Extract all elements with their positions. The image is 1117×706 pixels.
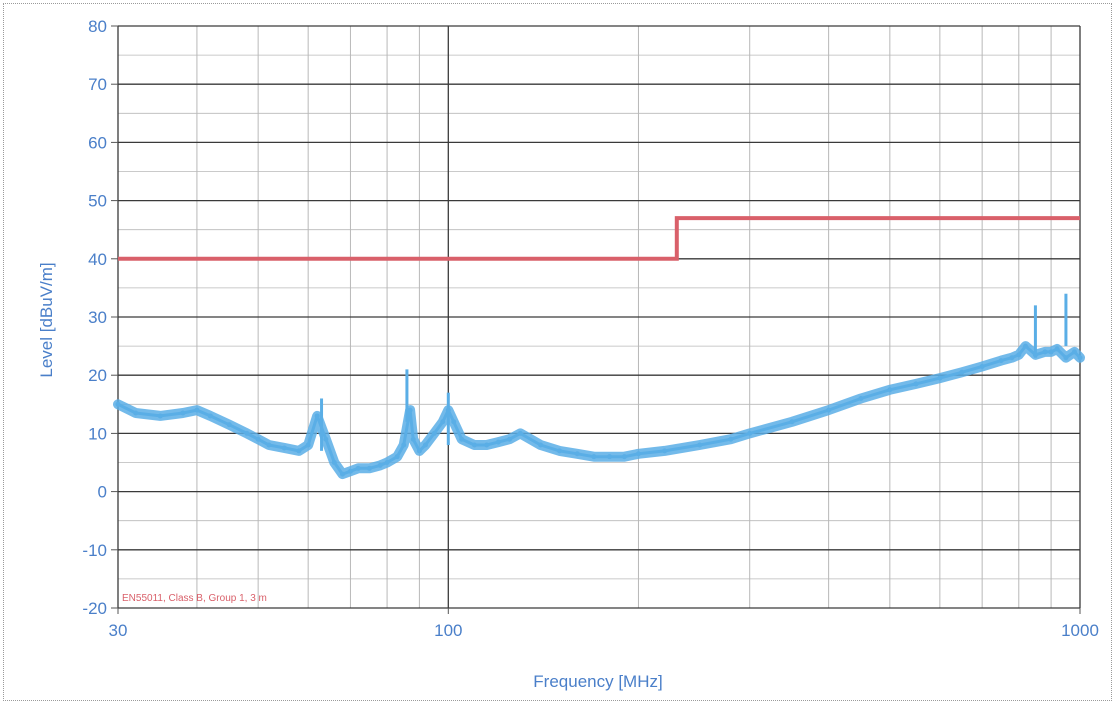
measurement-point (937, 375, 943, 381)
x-axis-ticks: 30 100 1000 (109, 608, 1099, 640)
y-tick-label: -20 (82, 599, 107, 618)
measurement-point (422, 442, 428, 448)
measurement-point (323, 436, 329, 442)
y-tick-label: -10 (82, 541, 107, 560)
measurement-point (384, 460, 390, 465)
y-tick-label: 30 (88, 308, 107, 327)
measurement-point (607, 454, 613, 460)
measurement-point (1054, 346, 1060, 352)
measurement-point (495, 439, 501, 445)
y-tick-label: 80 (88, 17, 107, 36)
measurement-point (538, 442, 544, 448)
measurement-point (1016, 352, 1022, 358)
measurement-point (591, 454, 597, 460)
measurement-point (1042, 349, 1048, 355)
x-tick-label: 100 (434, 621, 462, 640)
measurement-point (557, 448, 563, 454)
measurement-point (305, 442, 311, 448)
measurement-point (266, 442, 272, 448)
measurement-point (979, 363, 985, 369)
measurement-point (574, 451, 580, 457)
measurement-point (355, 465, 361, 471)
measurement-point (207, 413, 213, 419)
measurement-point (401, 442, 407, 448)
measurement-point (826, 407, 832, 413)
measurement-point (407, 407, 413, 413)
y-tick-label: 70 (88, 75, 107, 94)
measurement-point (1071, 349, 1077, 355)
measurement-point (180, 410, 186, 416)
measurement-point (339, 471, 345, 477)
measurement-point (471, 442, 477, 448)
y-tick-label: 10 (88, 424, 107, 443)
measurement-point (410, 436, 416, 442)
measurement-point (244, 430, 250, 436)
measurement-point (959, 369, 965, 375)
measurement-point (635, 451, 641, 457)
measurement-point (440, 419, 446, 425)
measurement-point (296, 448, 302, 454)
measurement-point (1048, 349, 1054, 355)
measurement-point (484, 442, 490, 448)
measurement-point (697, 442, 703, 448)
measurement-point (459, 436, 465, 442)
measurement-point (728, 436, 734, 442)
measurement-point (347, 468, 353, 474)
measurement-point (507, 436, 513, 442)
measurement-point (255, 436, 261, 442)
measurement-point (1009, 355, 1015, 361)
measurement-point (377, 462, 383, 468)
limit-line (118, 216, 1080, 261)
measurement-point (621, 454, 627, 460)
measurement-point (331, 460, 337, 465)
measurement-point (194, 407, 200, 413)
y-tick-label: 50 (88, 192, 107, 211)
y-tick-label: 0 (98, 483, 107, 502)
measurement-point (662, 448, 668, 454)
measurement-point (314, 413, 320, 419)
measurement-point (789, 419, 795, 425)
measurement-point (887, 387, 893, 393)
x-tick-label: 1000 (1061, 621, 1099, 640)
limit-annotation: EN55011, Class B, Group 1, 3 m (122, 593, 267, 604)
measurement-point (998, 358, 1004, 364)
y-axis-ticks: -20 -10 0 10 20 30 40 50 60 70 80 (82, 17, 118, 618)
measurement-point (1063, 355, 1069, 361)
measurement-point (1023, 343, 1029, 349)
measurement-point (431, 430, 437, 436)
measurement-point (394, 454, 400, 460)
series-layer (113, 216, 1085, 480)
measurement-point (281, 445, 287, 451)
y-tick-label: 20 (88, 366, 107, 385)
measurement-trace (113, 341, 1085, 480)
measurement-point (517, 430, 523, 436)
y-tick-label: 60 (88, 133, 107, 152)
measurement-point (157, 413, 163, 419)
measurement-point (226, 422, 232, 428)
y-tick-label: 40 (88, 250, 107, 269)
x-axis-label: Frequency [MHz] (533, 672, 662, 691)
measurement-point (1077, 355, 1083, 361)
measurement-point (366, 465, 372, 471)
measurement-point (133, 410, 139, 416)
measurement-point (115, 401, 121, 407)
measurement-point (747, 430, 753, 436)
measurement-point (913, 381, 919, 387)
x-tick-label: 30 (109, 621, 128, 640)
y-axis-label: Level [dBuV/m] (37, 262, 56, 377)
measurement-point (416, 448, 422, 454)
measurement-point (858, 395, 864, 401)
measurement-point (451, 419, 457, 425)
